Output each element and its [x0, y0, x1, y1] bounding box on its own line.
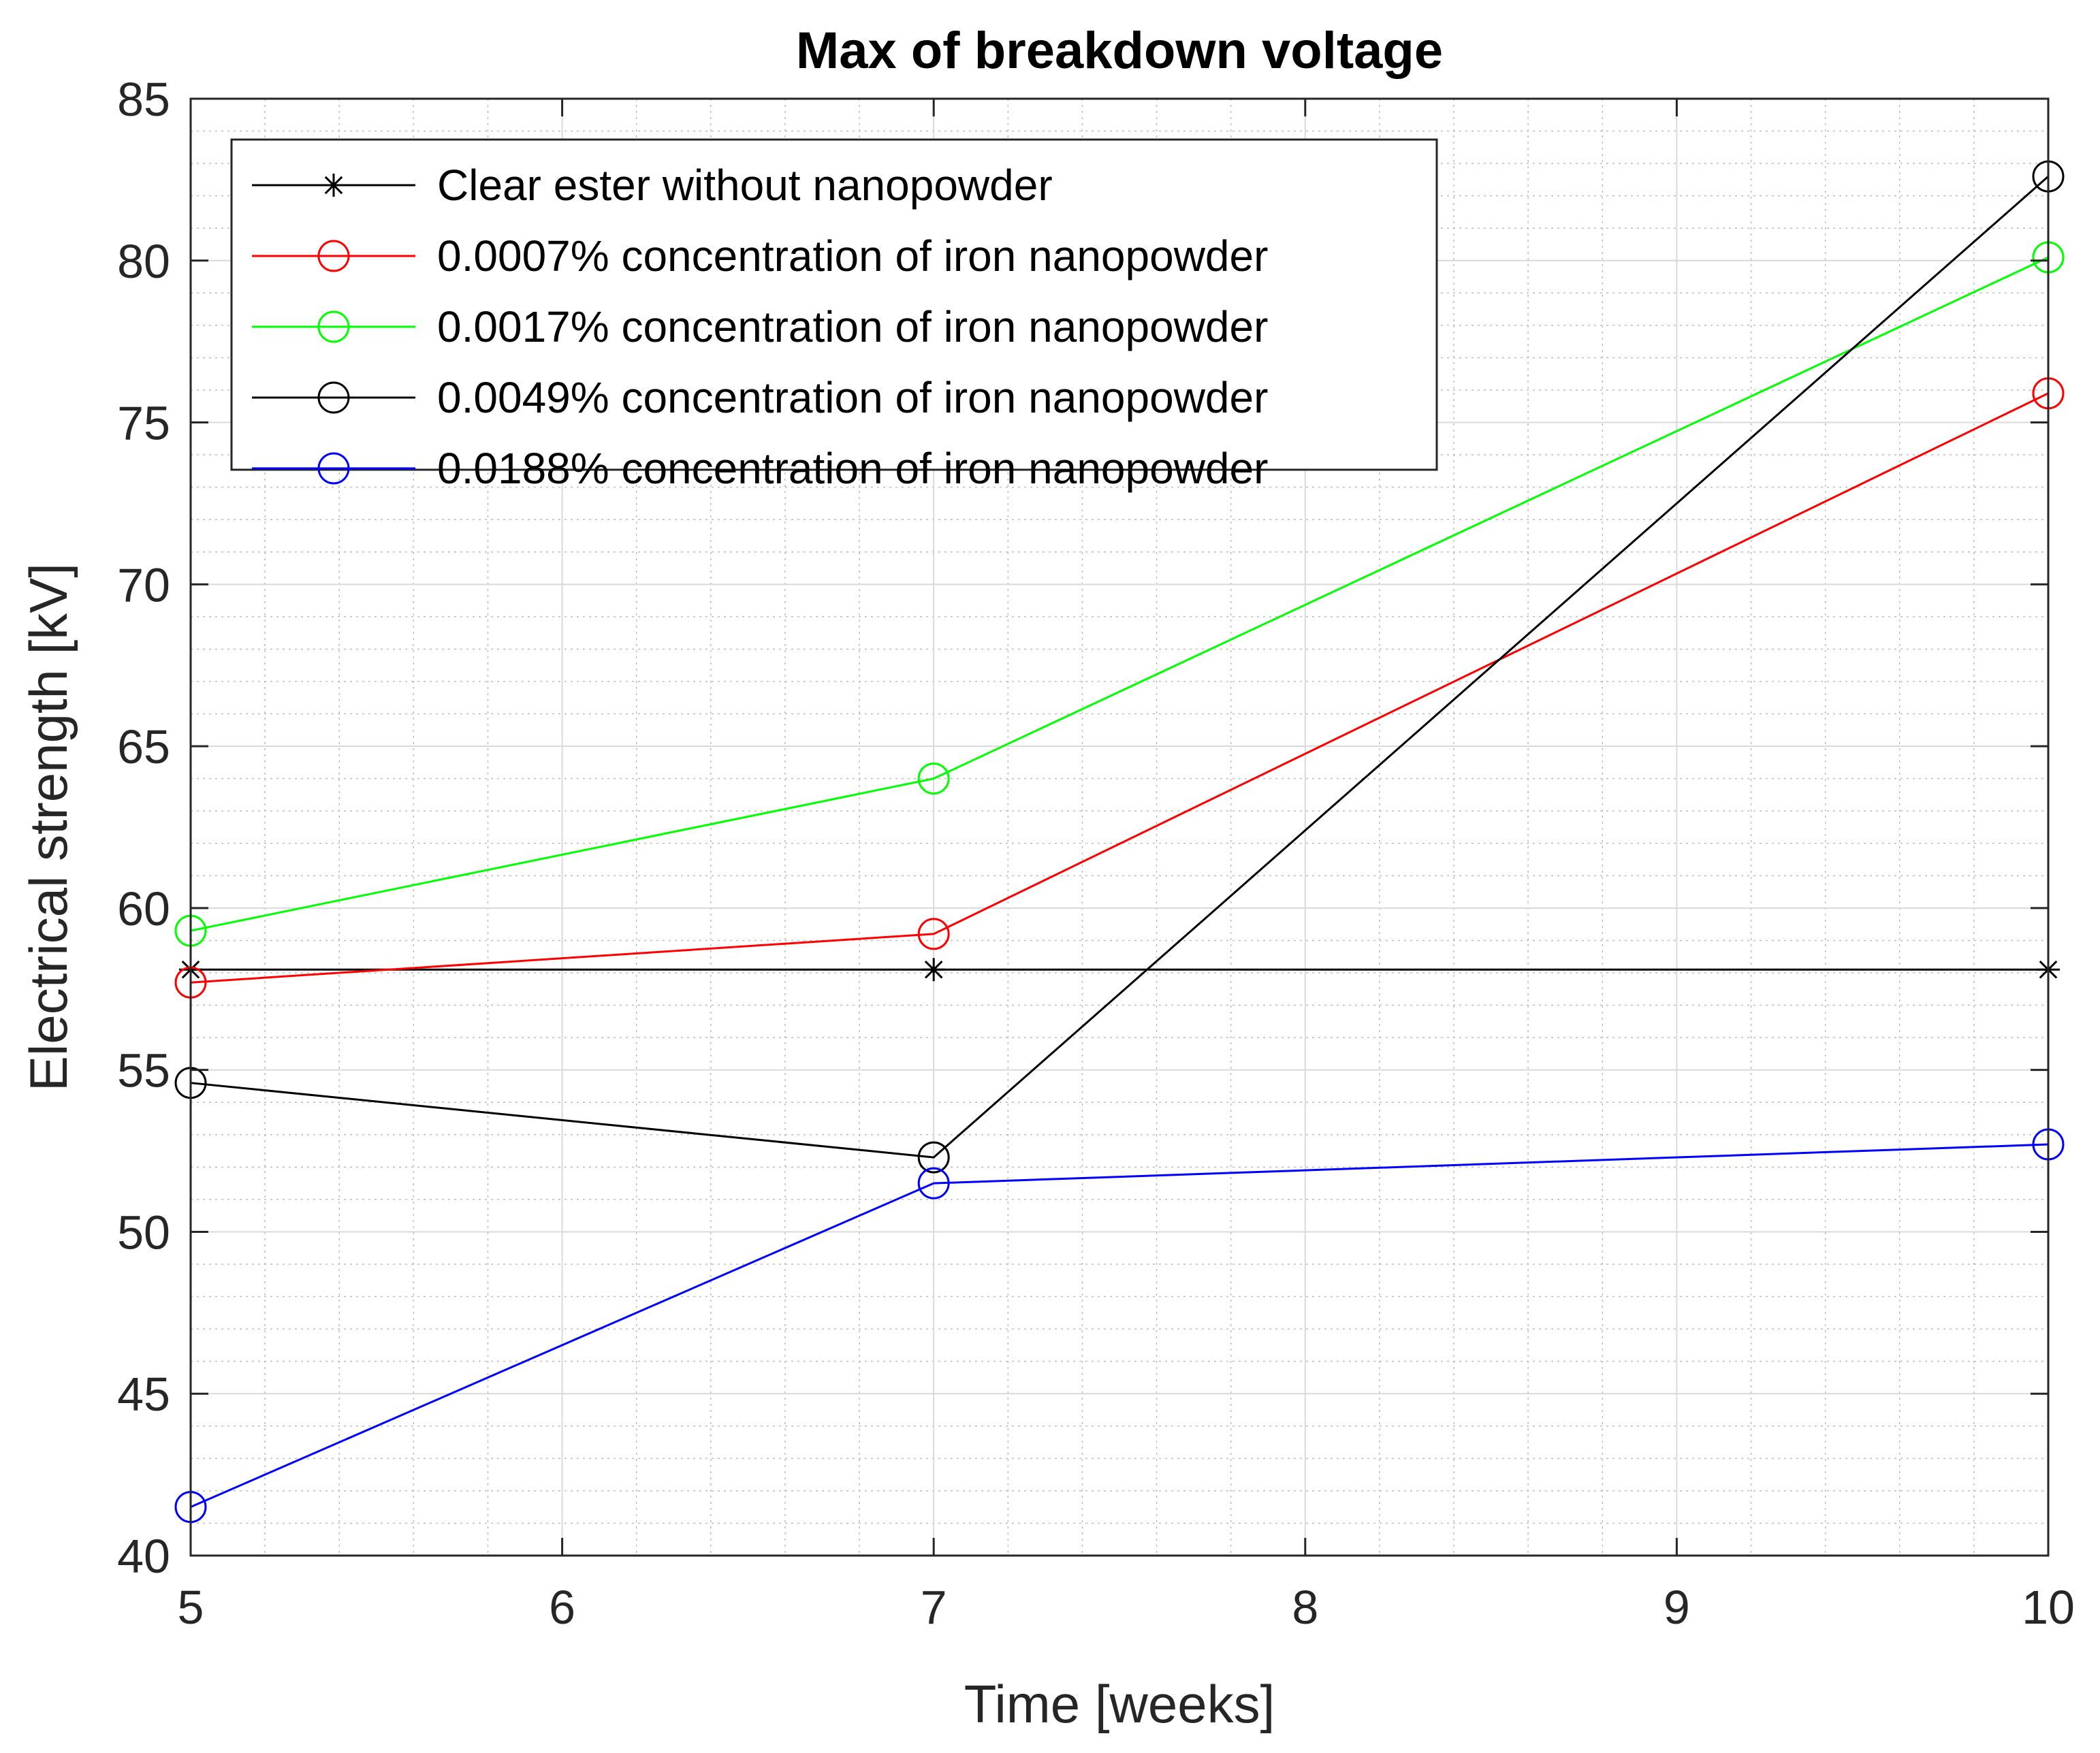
x-tick-label: 8: [1292, 1581, 1318, 1634]
y-tick-label: 45: [117, 1368, 170, 1421]
data-point: [917, 1141, 950, 1174]
y-tick-label: 50: [117, 1206, 170, 1259]
legend: Clear ester without nanopowder 0.0007% co…: [230, 138, 1438, 493]
x-tick-label: 5: [178, 1581, 204, 1634]
chart-title: Max of breakdown voltage: [796, 22, 1443, 80]
legend-box: [230, 138, 1438, 471]
y-axis-label: Electrical strength [kV]: [18, 563, 78, 1091]
data-point: [917, 762, 950, 795]
legend-item-3: 0.0049% concentration of iron nanopowder: [252, 373, 1268, 422]
y-tick-label: 85: [117, 73, 170, 126]
legend-item-0: Clear ester without nanopowder: [252, 161, 1053, 210]
legend-marker: [317, 381, 350, 414]
legend-item-1: 0.0007% concentration of iron nanopowder: [252, 231, 1268, 280]
y-tick-label: 65: [117, 720, 170, 773]
legend-marker: [317, 310, 350, 343]
legend-marker: [322, 174, 345, 197]
y-tick-label: 75: [117, 397, 170, 450]
series-line: [190, 1143, 2049, 1509]
x-tick-label: 10: [2022, 1581, 2075, 1634]
legend-label: 0.0049% concentration of iron nanopowder: [437, 373, 1268, 422]
axis-ticks: [189, 97, 2050, 1557]
data-point: [922, 958, 946, 982]
y-tick-label: 40: [117, 1530, 170, 1583]
marker-stroke: [324, 176, 343, 195]
y-tick-label: 60: [117, 882, 170, 935]
legend-item-4: 0.0188% concentration of iron nanopowder: [252, 444, 1268, 493]
series-line: [190, 176, 2049, 1159]
data-point: [917, 918, 950, 950]
series-layer: [174, 160, 2065, 1524]
legend-label: 0.0188% concentration of iron nanopowder: [437, 444, 1268, 493]
minor-grid: [191, 99, 2048, 1556]
x-tick-label: 6: [549, 1581, 575, 1634]
data-point: [917, 1167, 950, 1200]
y-tick-label: 70: [117, 558, 170, 611]
legend-label: 0.0017% concentration of iron nanopowder: [437, 302, 1268, 351]
legend-marker: [317, 240, 350, 272]
legend-label: Clear ester without nanopowder: [437, 161, 1053, 210]
x-tick-label: 9: [1664, 1581, 1690, 1634]
legend-item-2: 0.0017% concentration of iron nanopowder: [252, 302, 1268, 351]
x-tick-label: 7: [921, 1581, 947, 1634]
marker-stroke: [924, 960, 943, 979]
legend-label: 0.0007% concentration of iron nanopowder: [437, 231, 1268, 280]
legend-marker: [317, 452, 350, 485]
x-axis-label: Time [weeks]: [964, 1674, 1275, 1734]
y-tick-label: 80: [117, 235, 170, 288]
series-line: [190, 392, 2049, 984]
y-tick-label: 55: [117, 1044, 170, 1097]
series-line: [190, 256, 2049, 932]
tick-labels: 5 6 7 8 9 10 40 45 50 55 60 65 70 75 80 85: [117, 73, 2075, 1634]
plot-frame: [189, 97, 2050, 1557]
